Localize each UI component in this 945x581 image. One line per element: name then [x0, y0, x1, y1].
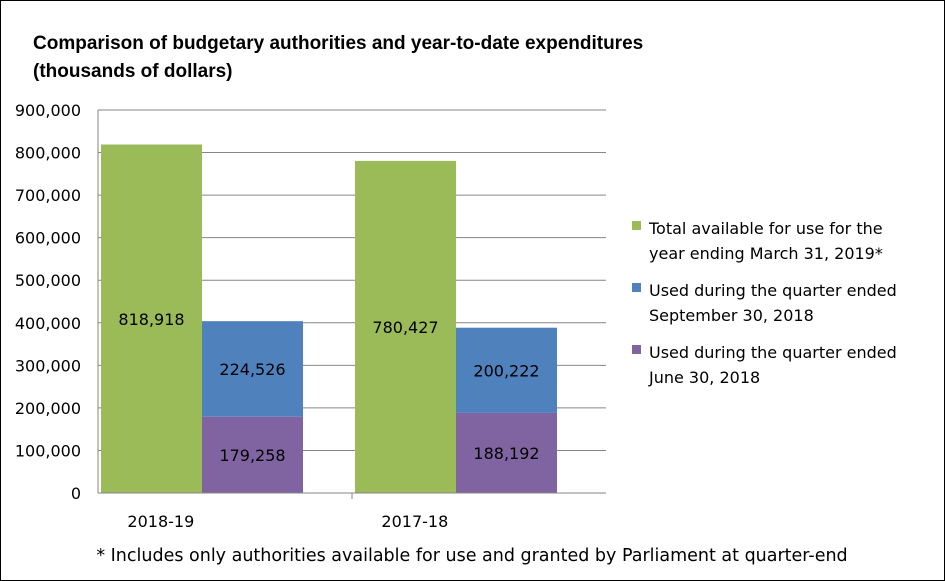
legend-label-1-0: Used during the quarter ended — [649, 343, 897, 362]
data-label-2-0: 224,526 — [219, 360, 285, 379]
footnote-text: * Includes only authorities available fo… — [96, 546, 847, 566]
data-label-0-0: 818,918 — [118, 310, 184, 329]
legend-swatch-0 — [632, 221, 641, 230]
y-tick-label-4: 400,000 — [15, 314, 81, 333]
chart-title: Comparison of budgetary authorities and … — [33, 33, 643, 82]
bar-0-0 — [101, 144, 202, 494]
legend-label-2-0: Used during the quarter ended — [649, 281, 897, 300]
bar-2-0 — [202, 321, 303, 417]
bar-1-0 — [202, 416, 303, 493]
data-label-0-1: 780,427 — [372, 318, 438, 337]
legend-swatch-2 — [632, 283, 641, 292]
y-tick-label-7: 700,000 — [15, 186, 81, 205]
data-labels: 818,918 179,258 224,526 780,427 188,192 200,2… — [118, 310, 539, 465]
y-tick-label-0: 0 — [71, 484, 81, 503]
y-tick-label-8: 800,000 — [15, 144, 81, 163]
y-tick-label-5: 500,000 — [15, 271, 81, 290]
y-tick-label-6: 600,000 — [15, 229, 81, 248]
bar-1-1 — [456, 412, 557, 493]
y-tick-label-2: 200,000 — [15, 399, 81, 418]
data-label-2-1: 200,222 — [473, 361, 539, 380]
data-label-1-0: 179,258 — [219, 446, 285, 465]
legend-label-1-1: June 30, 2018 — [648, 368, 760, 387]
x-category-label-1: 2017-18 — [381, 512, 448, 531]
legend-label-0-1: year ending March 31, 2019* — [649, 244, 883, 263]
bar-2-1 — [456, 327, 557, 413]
y-tick-label-9: 900,000 — [15, 101, 81, 120]
data-label-1-1: 188,192 — [473, 444, 539, 463]
y-tick-label-1: 100,000 — [15, 441, 81, 460]
bars — [101, 144, 557, 494]
chart-title-line-0: Comparison of budgetary authorities and … — [33, 33, 643, 54]
axes: 0 100,000 200,000 300,000 400,000 500,000 600,… — [15, 101, 606, 531]
bar-0-1 — [355, 160, 456, 493]
chart-title-line-1: (thousands of dollars) — [33, 61, 233, 82]
x-category-label-0: 2018-19 — [127, 512, 194, 531]
y-tick-label-3: 300,000 — [15, 356, 81, 375]
legend-label-0-0: Total available for use for the — [648, 219, 883, 238]
legend: Total available for use for the year endi… — [632, 219, 897, 387]
legend-label-2-1: September 30, 2018 — [649, 306, 814, 325]
footnote: * Includes only authorities available fo… — [96, 546, 847, 566]
legend-swatch-1 — [632, 345, 641, 354]
